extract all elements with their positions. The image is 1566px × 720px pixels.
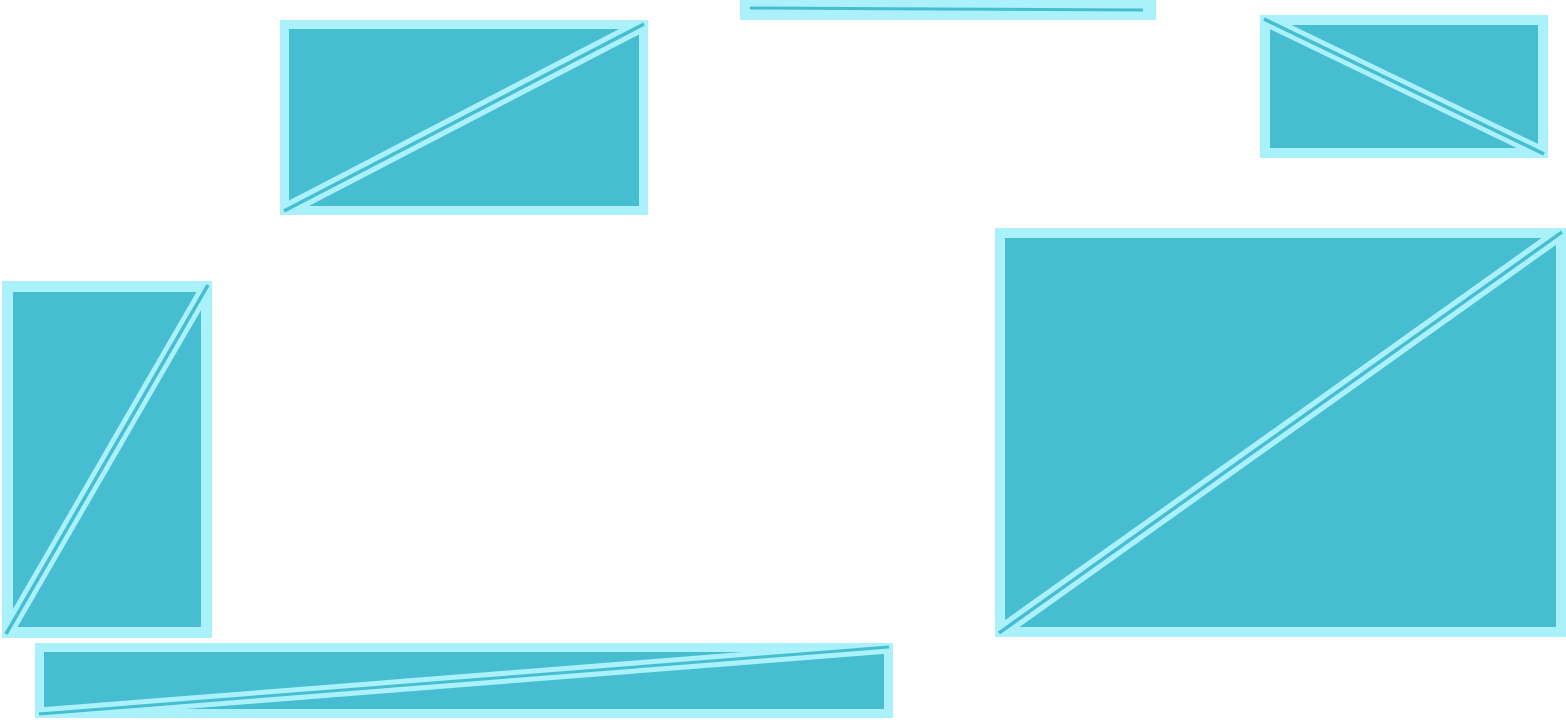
placeholder-box-top-right — [1260, 15, 1548, 158]
placeholder-box-top-center — [280, 20, 648, 215]
slash-line — [749, 6, 1144, 12]
placeholder-box-left-tall — [2, 281, 212, 638]
slash-line — [38, 645, 890, 716]
slash-line — [4, 284, 210, 635]
placeholder-strip-top — [740, 0, 1156, 20]
slash-line — [997, 230, 1564, 635]
placeholder-strip-bottom — [35, 643, 893, 718]
slash-line — [283, 22, 645, 213]
slash-line — [1263, 17, 1545, 156]
placeholder-box-right-large — [995, 228, 1566, 637]
